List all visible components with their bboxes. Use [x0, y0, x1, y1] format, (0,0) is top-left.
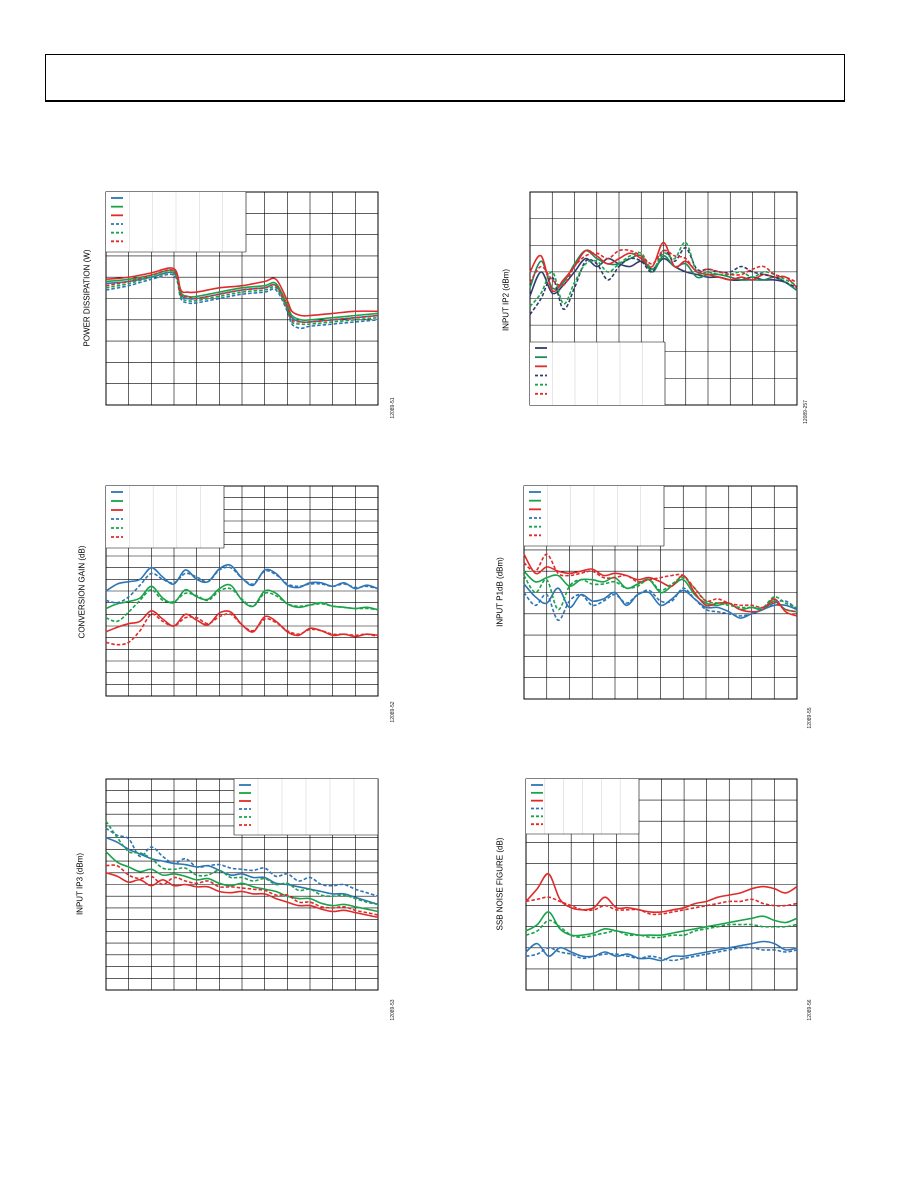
power-dissipation-plot: [105, 191, 379, 406]
ssb-noise-figure-chart: [525, 778, 798, 991]
series-line-5: [105, 613, 379, 646]
series-line-4: [105, 587, 379, 623]
ssb-noise-figure-figure-id: 12089-56: [807, 999, 813, 1021]
legend: [524, 486, 665, 547]
series-line-2: [105, 267, 379, 317]
legend: [530, 341, 666, 405]
plot-frame: [525, 778, 798, 991]
conversion-gain-figure-id: 12089-52: [390, 701, 396, 723]
grid: [106, 486, 378, 696]
series-line-1: [523, 570, 798, 613]
series-line-3: [525, 946, 798, 962]
series-line-4: [525, 919, 798, 939]
series-line-2: [525, 873, 798, 913]
series-line-1: [105, 851, 379, 913]
grid: [530, 192, 797, 405]
input-ip3-plot: [105, 778, 379, 991]
series-line-5: [105, 864, 379, 916]
power-dissipation-chart: [105, 191, 379, 406]
series-line-5: [523, 553, 798, 613]
series-line-1: [105, 583, 379, 611]
input-ip2-plot: [529, 191, 798, 406]
series-line-5: [105, 269, 379, 323]
series-line-1: [525, 911, 798, 937]
series-line-3: [105, 827, 379, 897]
ssb-noise-figure-plot: [525, 778, 798, 991]
series-line-3: [529, 247, 798, 315]
legend-background: [106, 486, 224, 548]
input-p1db-chart: [523, 485, 798, 700]
conversion-gain-ylabel: CONVERSION GAIN (dB): [77, 545, 87, 639]
header-box: [45, 54, 845, 102]
grid: [106, 779, 378, 990]
series-line-3: [105, 273, 379, 330]
input-ip3-ylabel: INPUT IP3 (dBm): [75, 852, 85, 916]
legend: [526, 779, 640, 835]
power-dissipation-ylabel: POWER DISSIPATION (W): [82, 249, 92, 347]
series-line-4: [105, 820, 379, 906]
input-ip2-chart: [529, 191, 798, 406]
input-ip3-figure-id: 12089-53: [390, 999, 396, 1021]
power-dissipation-figure-id: 12089-51: [390, 397, 396, 419]
series-line-5: [529, 248, 798, 287]
input-ip3-chart: [105, 778, 379, 991]
input-p1db-ylabel: INPUT P1dB (dBm): [495, 557, 505, 627]
conversion-gain-chart: [105, 485, 379, 697]
series-line-4: [529, 241, 798, 308]
series-line-0: [525, 940, 798, 962]
series-line-3: [523, 587, 798, 621]
input-ip2-figure-id: 12089-257: [803, 400, 809, 424]
series-line-5: [525, 896, 798, 916]
input-p1db-figure-id: 12089-55: [807, 707, 813, 729]
grid: [106, 192, 378, 405]
conversion-gain-plot: [105, 485, 379, 697]
legend: [106, 486, 225, 549]
legend: [106, 192, 247, 253]
series-line-4: [105, 271, 379, 326]
input-p1db-plot: [523, 485, 798, 700]
series-line-4: [523, 575, 798, 611]
series-line-2: [105, 872, 379, 919]
series-line-2: [523, 553, 798, 617]
input-ip2-ylabel: INPUT IP2 (dBm): [501, 268, 511, 332]
legend: [233, 779, 379, 836]
ssb-noise-figure-ylabel: SSB NOISE FIGURE (dB): [495, 837, 505, 931]
series-line-3: [105, 566, 379, 604]
